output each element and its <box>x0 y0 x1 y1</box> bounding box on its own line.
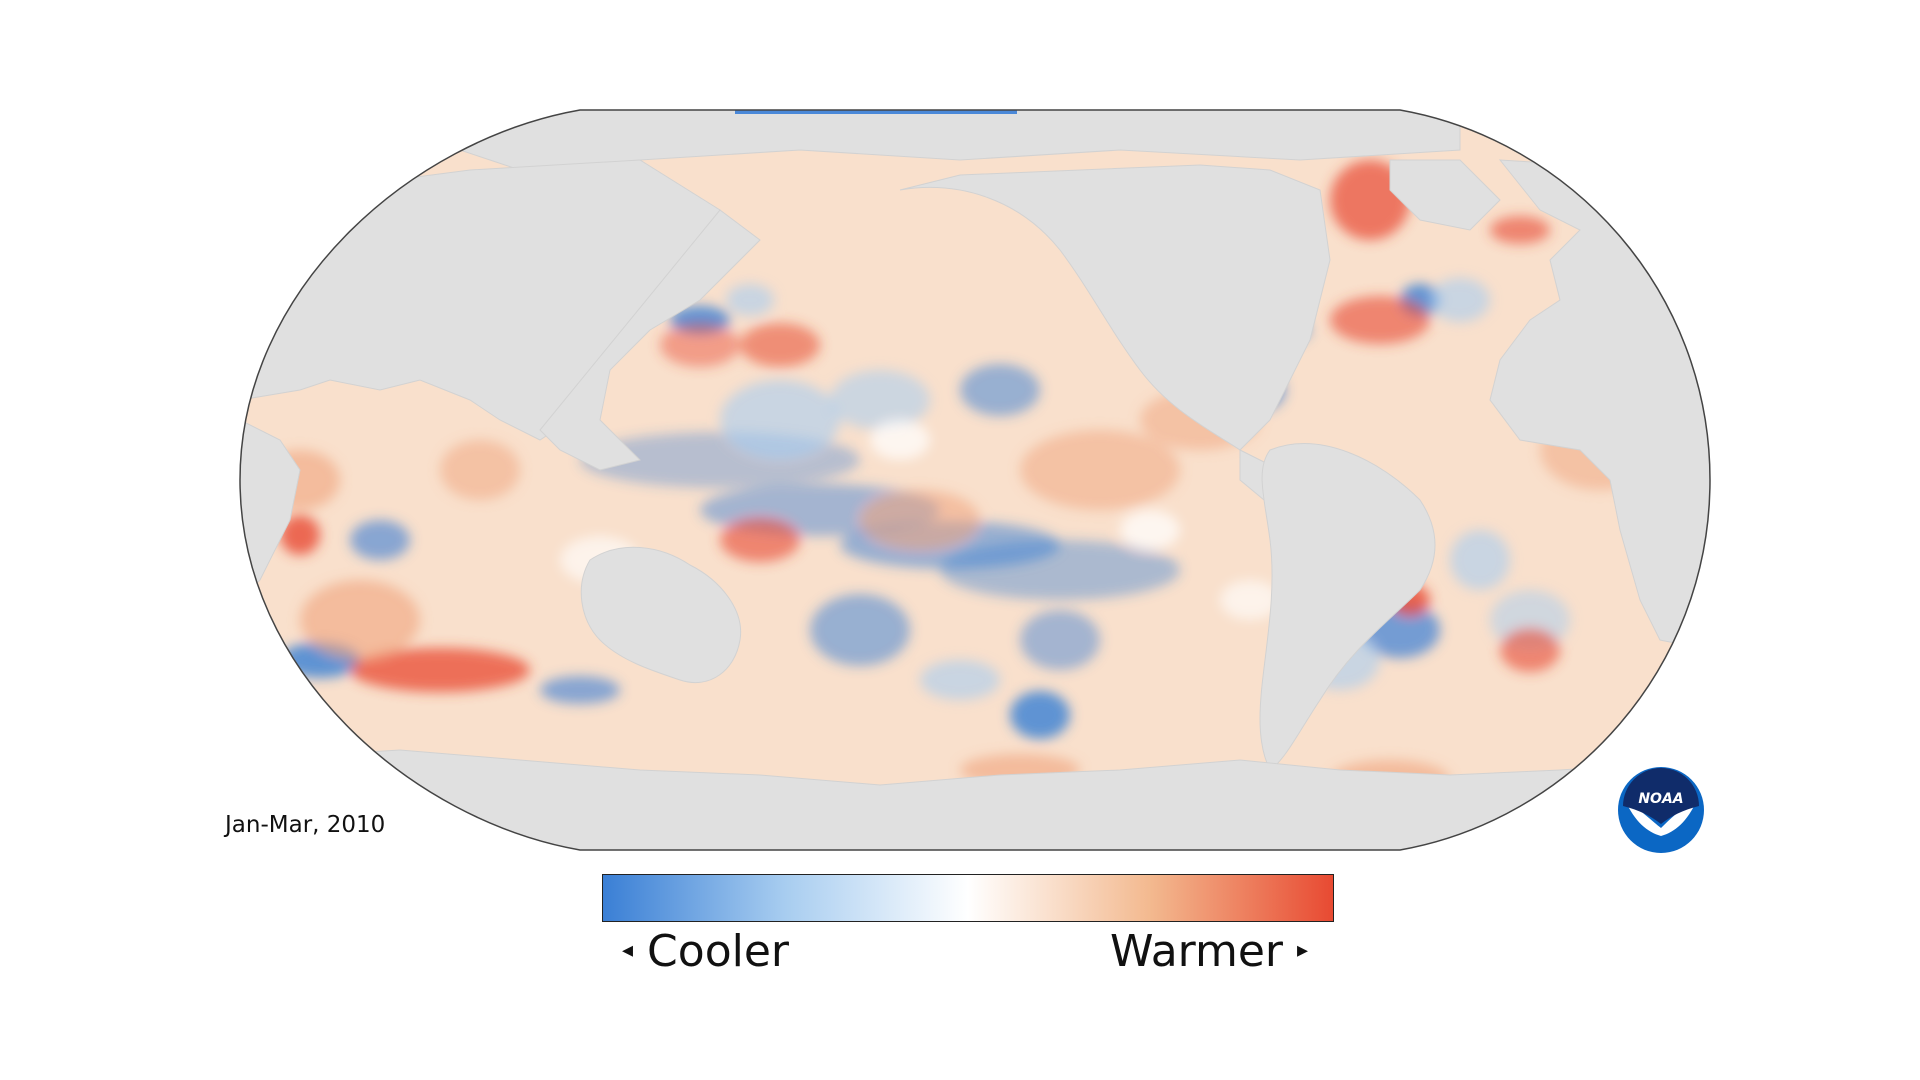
anomaly-patch <box>1450 530 1510 590</box>
land-masses <box>240 110 1710 850</box>
anomaly-patch <box>1020 430 1180 510</box>
logo-text: NOAA <box>1638 791 1683 807</box>
arctic-land <box>459 110 1461 171</box>
anomaly-patch <box>1020 610 1100 670</box>
left-arrow-icon: ◂ <box>622 938 634 963</box>
south-america-land <box>1259 443 1436 771</box>
anomaly-patch <box>350 648 530 692</box>
anomaly-patch <box>1430 278 1490 322</box>
anomaly-patch <box>660 323 740 367</box>
cooler-text: Cooler <box>647 926 789 977</box>
anomaly-patch <box>1330 296 1430 344</box>
period-label: Jan-Mar, 2010 <box>225 812 386 838</box>
arctic-ice-band <box>735 110 1017 114</box>
anomaly-patch <box>280 515 320 555</box>
logo-top-dark <box>1623 768 1699 824</box>
anomaly-patch <box>1010 691 1070 739</box>
anomaly-patch <box>830 370 930 430</box>
africa-east-land <box>240 419 301 602</box>
australia-land <box>580 546 742 684</box>
anomaly-patch <box>940 540 1180 600</box>
anomaly-patch <box>350 520 410 560</box>
anomaly-patch <box>540 676 620 704</box>
anomaly-patch <box>720 380 840 460</box>
east-asia-land <box>539 209 761 471</box>
anomaly-patch <box>440 440 520 500</box>
color-scale-bar <box>602 874 1334 922</box>
antarctica-land <box>240 749 1710 850</box>
cooler-label: ◂ Cooler <box>622 924 789 982</box>
noaa-logo: NOAA <box>1618 767 1704 853</box>
anomaly-patch <box>1120 510 1180 550</box>
anomaly-patch <box>920 660 1000 700</box>
anomaly-patch <box>870 420 930 460</box>
anomaly-patch <box>726 284 774 316</box>
anomaly-patch <box>960 364 1040 416</box>
anomaly-patch <box>300 580 420 660</box>
greenland-land <box>1389 159 1501 231</box>
warmer-label: Warmer ▸ <box>1110 924 1308 982</box>
anomaly-patch <box>810 594 910 666</box>
anomaly-patch <box>720 518 800 562</box>
logo-white-wave <box>1625 800 1697 836</box>
anomaly-patch <box>740 323 820 367</box>
anomaly-patch <box>1490 216 1550 244</box>
globe-outline <box>239 109 1711 851</box>
anomaly-patch <box>860 490 980 550</box>
anomaly-patch <box>1220 580 1280 620</box>
warmer-text: Warmer <box>1110 926 1283 977</box>
right-arrow-icon: ▸ <box>1297 938 1309 963</box>
anomaly-patch <box>1500 628 1560 672</box>
